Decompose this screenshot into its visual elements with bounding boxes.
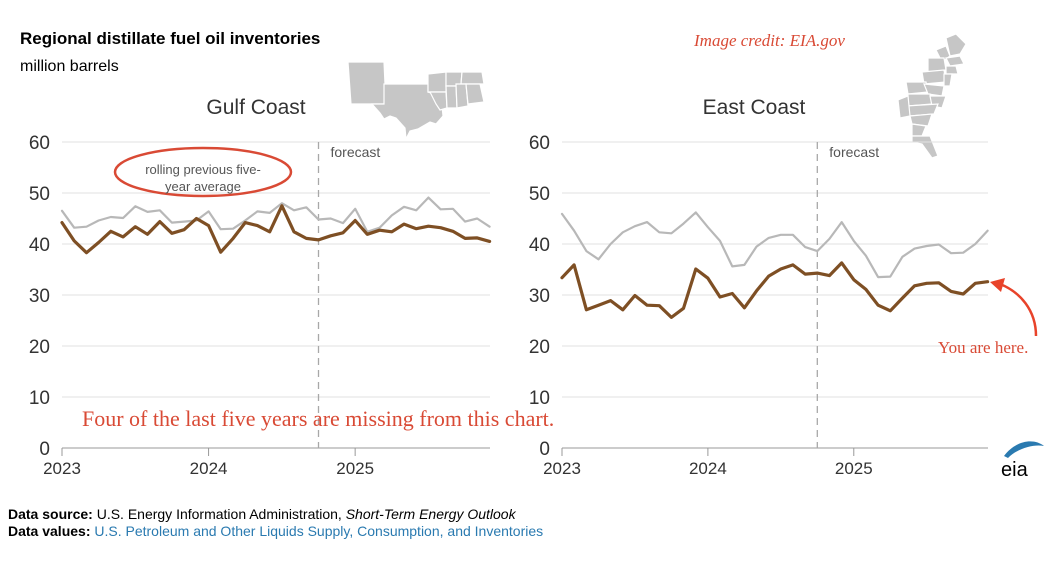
x-tick-label: 2024 <box>689 459 727 478</box>
y-tick-label: 10 <box>29 388 50 409</box>
forecast-label: forecast <box>331 144 381 160</box>
chart-title: Regional distillate fuel oil inventories <box>20 29 321 48</box>
series-line-five-year-average <box>560 211 989 279</box>
x-tick-label: 2023 <box>543 459 581 478</box>
x-tick-label: 2023 <box>43 459 81 478</box>
y-tick-label: 20 <box>529 337 550 358</box>
rolling-average-label-line1: rolling previous five- <box>145 162 261 177</box>
data-source-label: Data source: <box>8 506 93 522</box>
y-tick-label: 50 <box>29 184 50 205</box>
series-line-inventories <box>60 204 492 255</box>
y-tick-label: 10 <box>529 388 550 409</box>
footer: Data source: U.S. Energy Information Adm… <box>8 506 543 540</box>
rolling-average-circle <box>113 146 293 198</box>
east-coast-chart: East Coast 0 10 20 30 40 50 60 2023 2024 2025 forec… <box>529 96 990 478</box>
y-tick-label: 20 <box>29 337 50 358</box>
image-credit: Image credit: EIA.gov <box>694 31 845 50</box>
y-tick-label: 40 <box>529 235 550 256</box>
x-tick-label: 2024 <box>190 459 228 478</box>
data-source-text: U.S. Energy Information Administration, <box>96 506 342 522</box>
missing-years-annotation: Four of the last five years are missing … <box>82 406 554 431</box>
you-are-here-annotation: You are here. <box>938 338 1028 357</box>
you-are-here-arrow <box>999 282 1038 337</box>
gulf-coast-chart: Gulf Coast 0 10 20 30 40 50 60 2023 2024 2025 forec… <box>29 96 492 478</box>
chart-subtitle: million barrels <box>20 58 119 75</box>
forecast-label: forecast <box>829 144 879 160</box>
y-tick-label: 0 <box>39 439 50 460</box>
data-values-label: Data values: <box>8 523 91 539</box>
x-tick-label: 2025 <box>835 459 873 478</box>
series-line-five-year-average <box>60 196 491 233</box>
data-source-publication: Short-Term Energy Outlook <box>345 506 516 522</box>
series-line-inventories <box>560 261 990 319</box>
you-are-here-arrowhead-icon <box>990 278 1005 292</box>
y-tick-label: 60 <box>29 133 50 154</box>
y-tick-label: 50 <box>529 184 550 205</box>
data-values-line: Data values: U.S. Petroleum and Other Li… <box>8 523 543 540</box>
east-coast-map-icon <box>897 33 967 159</box>
y-tick-label: 0 <box>539 439 550 460</box>
data-values-link[interactable]: U.S. Petroleum and Other Liquids Supply,… <box>94 523 544 539</box>
panel-title: Gulf Coast <box>206 96 305 119</box>
gulf-coast-map-icon <box>347 61 485 142</box>
eia-logo-swoosh-icon <box>1004 441 1044 458</box>
y-tick-label: 60 <box>529 133 550 154</box>
data-source-line: Data source: U.S. Energy Information Adm… <box>8 506 543 523</box>
y-tick-label: 30 <box>29 286 50 307</box>
charts-canvas: Gulf Coast 0 10 20 30 40 50 60 2023 2024 2025 forec… <box>29 33 1044 481</box>
y-tick-label: 30 <box>529 286 550 307</box>
panel-title: East Coast <box>703 96 806 119</box>
x-tick-label: 2025 <box>336 459 374 478</box>
eia-logo: eia <box>1001 459 1029 481</box>
y-tick-label: 40 <box>29 235 50 256</box>
rolling-average-label-line2: year average <box>165 179 241 194</box>
